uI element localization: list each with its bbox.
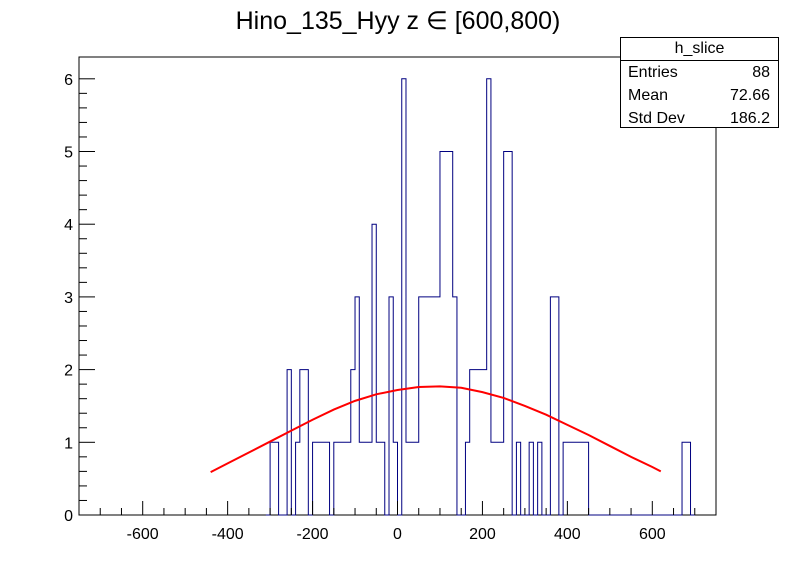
histogram-bar (440, 152, 444, 515)
x-tick-label: 600 (639, 526, 666, 543)
histogram-bar (487, 79, 491, 515)
stats-row-stddev: Std Dev 186.2 (621, 107, 778, 130)
histogram-bar (402, 79, 406, 515)
histogram-bar (572, 442, 576, 515)
stats-box: h_slice Entries 88 Mean 72.66 Std Dev 18… (620, 37, 779, 128)
histogram-bar (431, 297, 435, 515)
histogram-bar (423, 297, 427, 515)
histogram-bar (313, 442, 317, 515)
x-tick-label: 200 (469, 526, 496, 543)
histogram-bar (448, 152, 452, 515)
histogram-bar (436, 297, 440, 515)
y-tick-label: 3 (64, 290, 73, 307)
histogram-bar (355, 297, 359, 515)
histogram-bar (321, 442, 325, 515)
histogram-bar (300, 370, 304, 515)
histogram-bar (567, 442, 571, 515)
histogram-bar (287, 370, 291, 515)
stats-value: 186.2 (729, 110, 770, 127)
histogram-bar (580, 442, 584, 515)
histogram-bar (389, 297, 393, 515)
histogram-bar (376, 442, 380, 515)
x-tick-label: -600 (127, 526, 159, 543)
histogram-bar (538, 442, 542, 515)
histogram-bar (516, 442, 520, 515)
histogram-bar (325, 442, 329, 515)
histogram-bar (682, 442, 686, 515)
x-tick-label: 0 (393, 526, 402, 543)
x-tick-label: -200 (297, 526, 329, 543)
histogram-bar (368, 442, 372, 515)
stats-label: Std Dev (628, 110, 685, 127)
histogram-bar (372, 224, 376, 515)
histogram-bar (304, 370, 308, 515)
stats-row-entries: Entries 88 (621, 61, 778, 84)
histogram-bar (419, 297, 423, 515)
histogram-bar (381, 442, 385, 515)
stats-row-mean: Mean 72.66 (621, 84, 778, 107)
histogram-bar (584, 442, 588, 515)
histogram-bar (351, 370, 355, 515)
y-tick-label: 5 (64, 145, 73, 162)
histogram-bar (563, 442, 567, 515)
y-tick-label: 2 (64, 363, 73, 380)
histogram-bar (504, 152, 508, 515)
fit-curve-line (210, 385, 662, 473)
stats-value: 72.66 (729, 87, 770, 104)
x-tick-label: -400 (212, 526, 244, 543)
stats-value: 88 (752, 64, 770, 81)
histogram-bar (465, 442, 469, 515)
y-tick-label: 0 (64, 508, 73, 525)
histogram-bar (555, 297, 559, 515)
chart-title: Hino_135_Hyy z ∈ [600,800) (235, 7, 561, 35)
histogram-bar (296, 442, 300, 515)
histogram-bar (410, 442, 414, 515)
histogram-bar (495, 442, 499, 515)
histogram-bar (444, 152, 448, 515)
histogram-bar (338, 442, 342, 515)
histogram-bar (342, 442, 346, 515)
histogram-bar (406, 442, 410, 515)
histogram-bar (270, 442, 274, 515)
histogram-bar (364, 442, 368, 515)
y-axis: 0 1 2 3 4 5 6 (64, 72, 95, 525)
histogram-bar (334, 442, 338, 515)
histogram-bars (265, 78, 695, 516)
histogram-bar (359, 442, 363, 515)
y-tick-label: 4 (64, 217, 73, 234)
histogram-bar (550, 297, 554, 515)
histogram-bar (529, 442, 533, 515)
x-tick-label: 400 (554, 526, 581, 543)
stats-label: Entries (628, 64, 678, 81)
histogram-bar (427, 297, 431, 515)
histogram-outline (265, 78, 695, 516)
histogram-bar (347, 442, 351, 515)
histogram-bar (686, 442, 690, 515)
histogram-bar (393, 442, 397, 515)
y-tick-label: 1 (64, 435, 73, 452)
histogram-bar (508, 152, 512, 515)
histogram-bar (274, 442, 278, 515)
histogram-bar (317, 442, 321, 515)
histogram-bar (453, 297, 457, 515)
histogram-bar (470, 370, 474, 515)
histogram-bar (491, 442, 495, 515)
histogram-bar (576, 442, 580, 515)
gaussian-fit (210, 385, 662, 473)
stats-title: h_slice (621, 38, 778, 61)
histogram-bar (499, 442, 503, 515)
stats-label: Mean (628, 87, 669, 104)
y-tick-label: 6 (64, 72, 73, 89)
x-axis: -600 -400 -200 0 200 400 600 (99, 501, 696, 543)
histogram-bar (414, 442, 418, 515)
